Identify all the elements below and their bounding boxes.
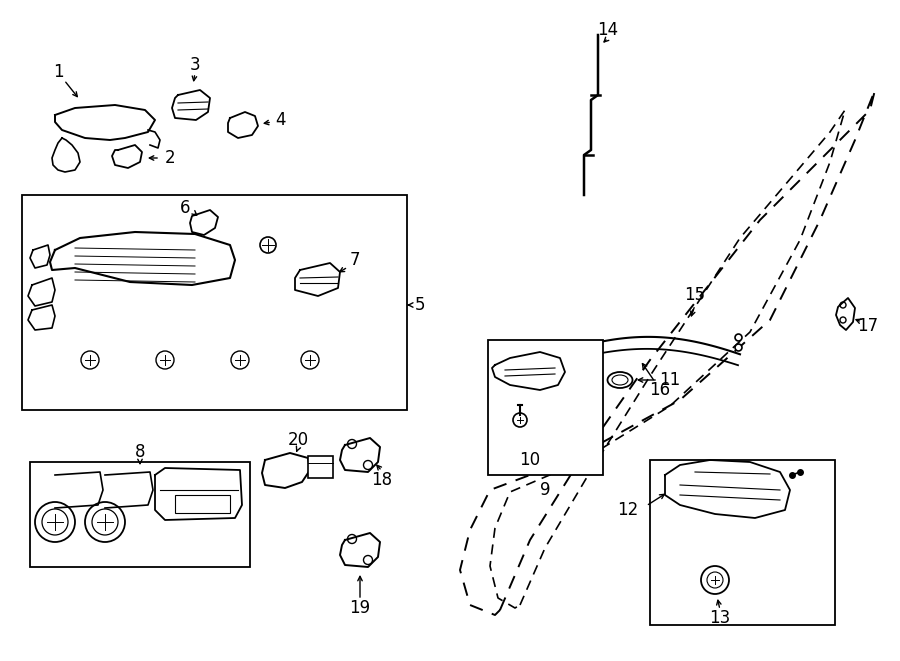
Text: 8: 8 <box>135 443 145 461</box>
Bar <box>650 460 835 625</box>
Bar <box>175 495 230 513</box>
Text: 13: 13 <box>709 609 731 627</box>
Ellipse shape <box>608 372 633 388</box>
Text: 1: 1 <box>53 63 63 81</box>
Text: 2: 2 <box>165 149 176 167</box>
Text: 6: 6 <box>180 199 190 217</box>
Text: 15: 15 <box>684 286 706 304</box>
Text: 3: 3 <box>190 56 201 74</box>
Text: 7: 7 <box>350 251 360 269</box>
Text: 12: 12 <box>616 501 638 519</box>
Text: 18: 18 <box>372 471 392 489</box>
Text: 14: 14 <box>598 21 618 39</box>
Text: 19: 19 <box>349 599 371 617</box>
Bar <box>308 456 333 478</box>
Text: 4: 4 <box>274 111 285 129</box>
Bar <box>488 340 603 475</box>
Text: 9: 9 <box>540 481 550 499</box>
Text: 16: 16 <box>650 381 670 399</box>
Text: 20: 20 <box>287 431 309 449</box>
Text: 17: 17 <box>858 317 878 335</box>
Text: 10: 10 <box>519 451 541 469</box>
Text: 11: 11 <box>660 371 680 389</box>
Bar <box>30 462 250 567</box>
Bar <box>22 195 407 410</box>
Text: 5: 5 <box>415 296 425 314</box>
Ellipse shape <box>612 375 628 385</box>
